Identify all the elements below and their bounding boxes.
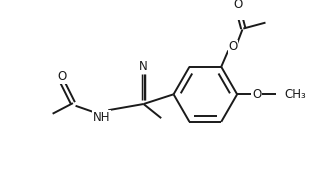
Text: O: O xyxy=(234,0,243,11)
Text: NH: NH xyxy=(92,111,110,124)
Text: N: N xyxy=(139,60,148,73)
Text: O: O xyxy=(228,40,237,53)
Text: CH₃: CH₃ xyxy=(285,88,307,101)
Text: O: O xyxy=(252,88,261,101)
Text: O: O xyxy=(58,70,67,83)
